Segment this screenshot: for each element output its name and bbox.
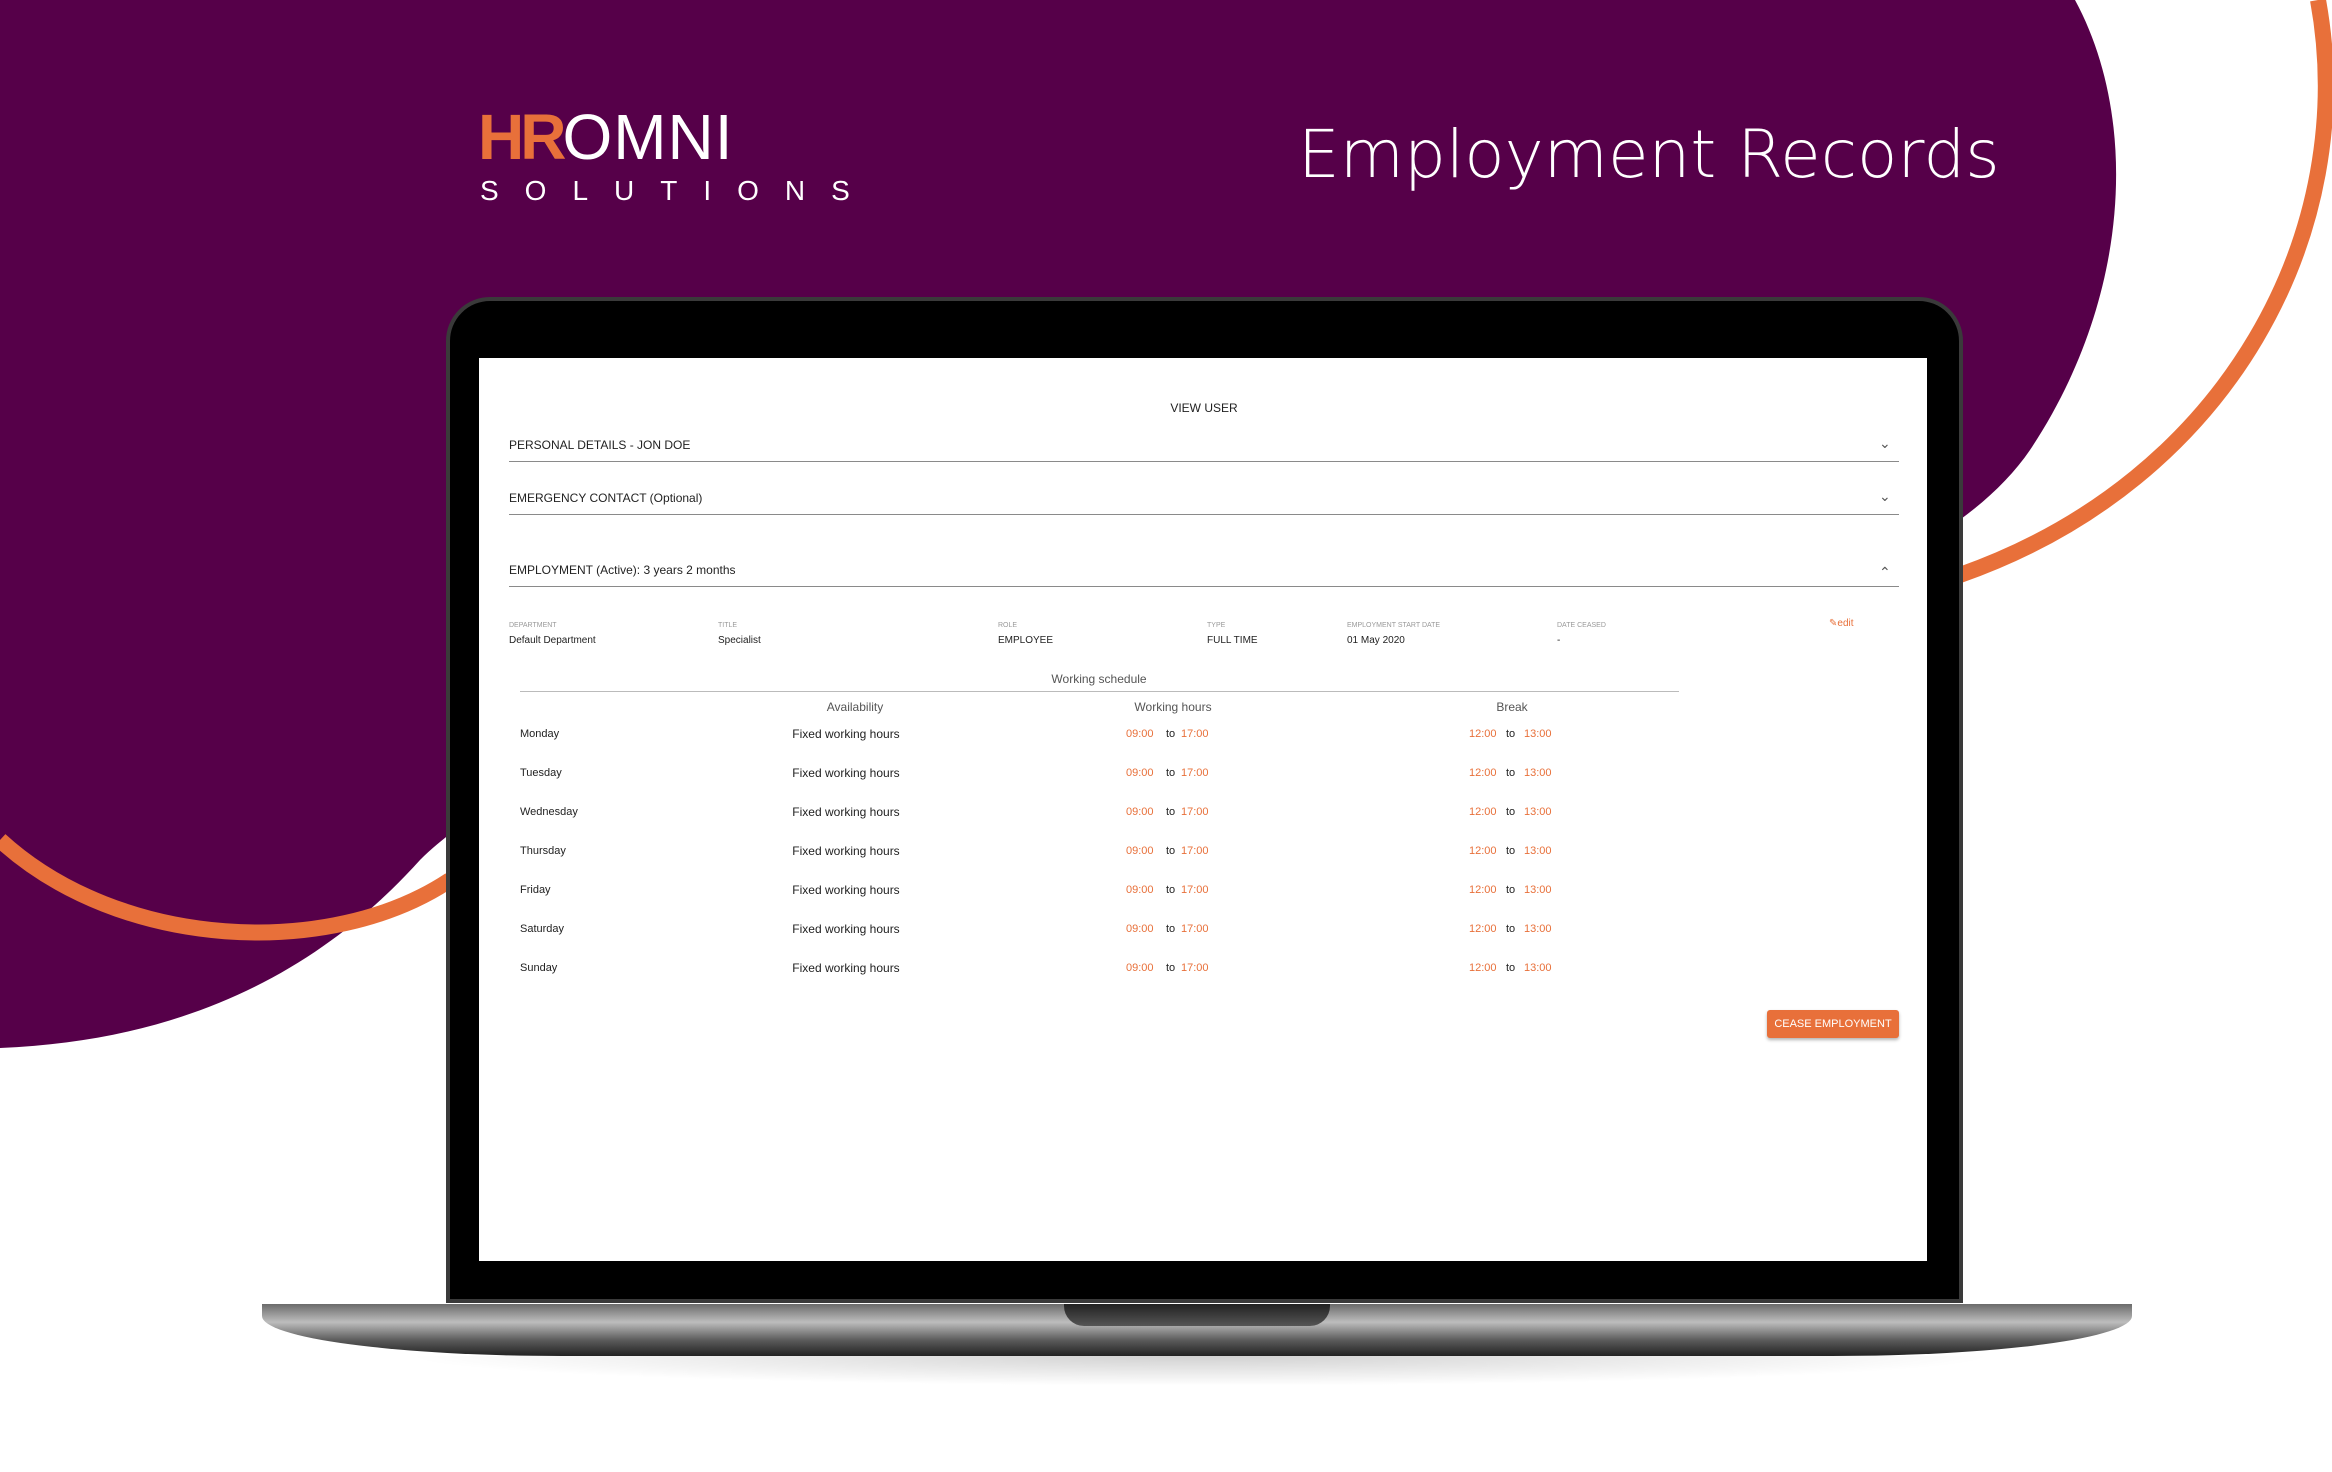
break-from: 12:00 [1469, 923, 1497, 935]
section-label: EMPLOYMENT (Active): 3 years 2 months [509, 563, 736, 577]
break-from: 12:00 [1469, 884, 1497, 896]
work-to: 17:00 [1181, 923, 1209, 935]
section-label: EMERGENCY CONTACT (Optional) [509, 491, 703, 505]
laptop-shadow [400, 1356, 2000, 1386]
break-to: 13:00 [1524, 767, 1552, 779]
cease-employment-button[interactable]: CEASE EMPLOYMENT [1767, 1010, 1899, 1038]
availability: Fixed working hours [792, 727, 900, 741]
day: Wednesday [520, 806, 578, 818]
logo-hr: HR [478, 101, 566, 173]
to-label: to [1506, 728, 1516, 740]
day: Monday [520, 728, 560, 740]
availability: Fixed working hours [792, 922, 900, 936]
field-label: Title [718, 622, 738, 629]
work-from: 09:00 [1126, 923, 1154, 935]
to-label: to [1506, 962, 1516, 974]
work-to: 17:00 [1181, 884, 1209, 896]
field-label: Department [509, 622, 557, 629]
break-from: 12:00 [1469, 806, 1497, 818]
work-from: 09:00 [1126, 728, 1154, 740]
break-to: 13:00 [1524, 806, 1552, 818]
break-to: 13:00 [1524, 923, 1552, 935]
to-label: to [1506, 884, 1516, 896]
work-from: 09:00 [1126, 884, 1154, 896]
field-value: EMPLOYEE [998, 635, 1054, 646]
availability: Fixed working hours [792, 805, 900, 819]
header-availability: Availability [826, 700, 884, 714]
laptop-notch [1064, 1304, 1330, 1326]
chevron-down-icon[interactable]: ⌄ [1879, 435, 1891, 451]
work-to: 17:00 [1181, 845, 1209, 857]
to-label: to [1166, 845, 1176, 857]
break-from: 12:00 [1469, 845, 1497, 857]
work-to: 17:00 [1181, 962, 1209, 974]
to-label: to [1166, 806, 1176, 818]
break-to: 13:00 [1524, 845, 1552, 857]
header-break: Break [1496, 700, 1528, 714]
to-label: to [1166, 767, 1176, 779]
edit-label: edit [1837, 618, 1854, 629]
field-value: Specialist [718, 635, 761, 646]
field-label: Employment start date [1347, 622, 1441, 629]
to-label: to [1506, 767, 1516, 779]
break-to: 13:00 [1524, 884, 1552, 896]
day: Tuesday [520, 767, 562, 779]
break-to: 13:00 [1524, 962, 1552, 974]
logo-omni: OMNI [562, 101, 734, 173]
availability: Fixed working hours [792, 883, 900, 897]
field-label: Role [998, 622, 1018, 629]
availability: Fixed working hours [792, 844, 900, 858]
divider [509, 586, 1899, 587]
orange-arc-left [0, 834, 455, 941]
divider [509, 514, 1899, 515]
field-label: Type [1207, 622, 1226, 629]
day: Thursday [520, 845, 566, 857]
page-title: Employment Records [1298, 116, 2000, 193]
to-label: to [1166, 923, 1176, 935]
day: Saturday [520, 923, 565, 935]
field-label: Date ceased [1557, 622, 1606, 629]
to-label: to [1506, 923, 1516, 935]
app-screen: VIEW USER PERSONAL DETAILS - JON DOE ⌄ E… [479, 358, 1927, 1261]
work-from: 09:00 [1126, 806, 1154, 818]
to-label: to [1506, 806, 1516, 818]
header-working-hours: Working hours [1134, 700, 1212, 714]
availability: Fixed working hours [792, 766, 900, 780]
edit-icon: ✎ [1829, 618, 1838, 629]
chevron-down-icon[interactable]: ⌄ [1879, 488, 1891, 504]
day: Friday [520, 884, 551, 896]
to-label: to [1166, 962, 1176, 974]
work-to: 17:00 [1181, 806, 1209, 818]
work-to: 17:00 [1181, 767, 1209, 779]
field-value: 01 May 2020 [1347, 635, 1405, 646]
to-label: to [1506, 845, 1516, 857]
chevron-up-icon[interactable]: ⌃ [1879, 564, 1891, 580]
break-from: 12:00 [1469, 767, 1497, 779]
edit-button[interactable]: ✎edit [1829, 618, 1854, 629]
view-user-heading: VIEW USER [1170, 401, 1238, 415]
day: Sunday [520, 962, 558, 974]
work-from: 09:00 [1126, 962, 1154, 974]
field-value: FULL TIME [1207, 635, 1258, 646]
orange-arc-right [1957, 0, 2332, 583]
field-value: Default Department [509, 635, 596, 646]
to-label: to [1166, 884, 1176, 896]
break-from: 12:00 [1469, 728, 1497, 740]
logo-solutions: SOLUTIONS [480, 175, 876, 206]
work-from: 09:00 [1126, 845, 1154, 857]
hr-omni-logo: HROMNI SOLUTIONS [478, 100, 876, 208]
break-to: 13:00 [1524, 728, 1552, 740]
schedule-divider [520, 691, 1679, 692]
logo-main-line: HROMNI [478, 100, 876, 174]
field-value: - [1557, 635, 1561, 646]
section-label: PERSONAL DETAILS - JON DOE [509, 438, 691, 452]
to-label: to [1166, 728, 1176, 740]
divider [509, 461, 1899, 462]
work-from: 09:00 [1126, 767, 1154, 779]
working-schedule-title: Working schedule [1051, 672, 1147, 686]
work-to: 17:00 [1181, 728, 1209, 740]
availability: Fixed working hours [792, 961, 900, 975]
break-from: 12:00 [1469, 962, 1497, 974]
